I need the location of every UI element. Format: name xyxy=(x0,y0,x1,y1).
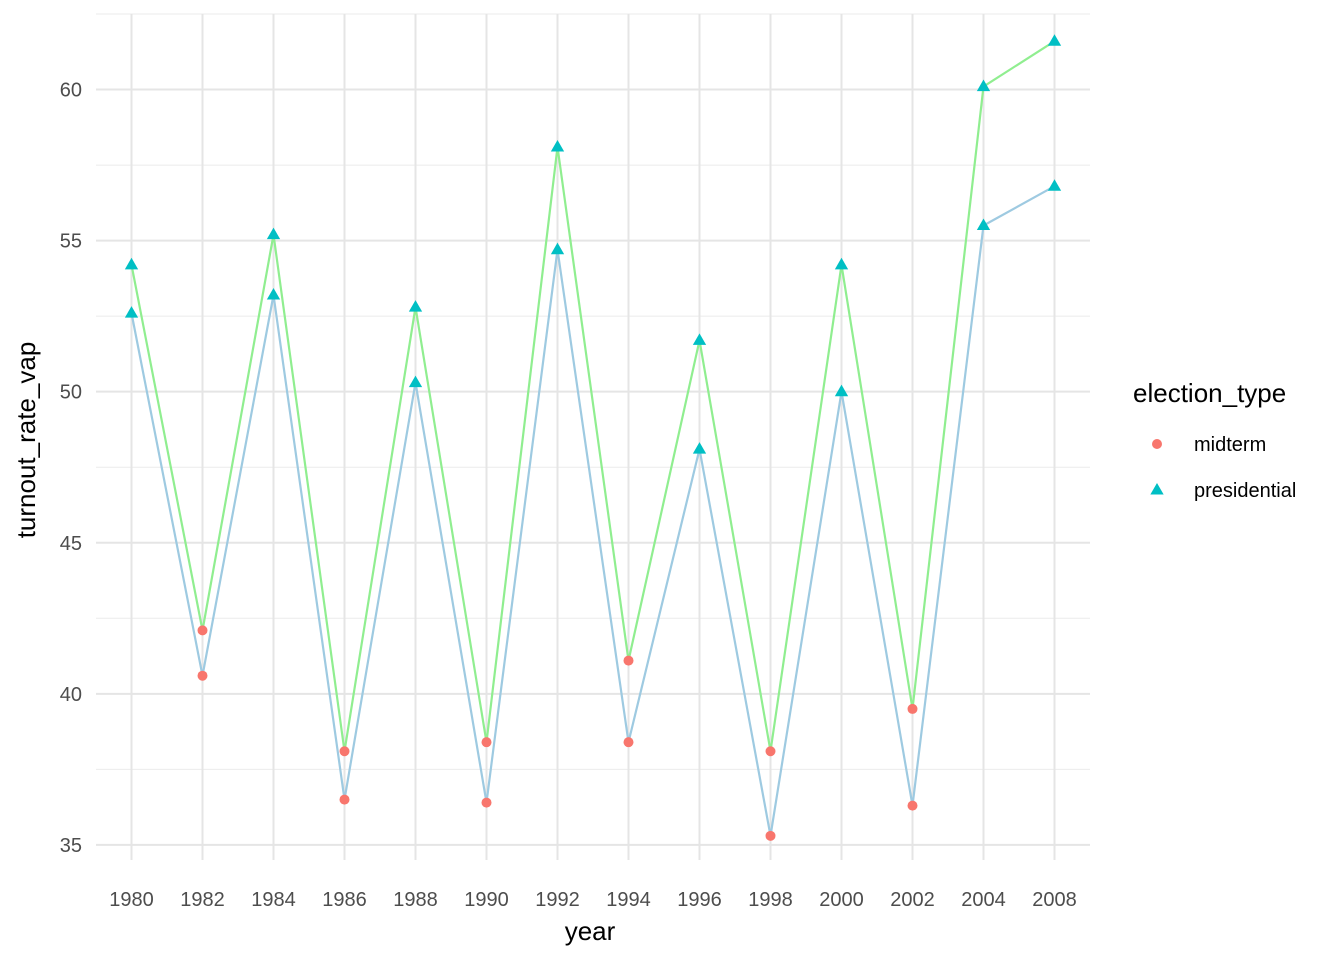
y-tick-label: 45 xyxy=(60,533,82,555)
presidential-point xyxy=(550,139,565,152)
y-tick-label: 60 xyxy=(60,80,82,102)
y-axis-title: turnout_rate_vap xyxy=(11,342,41,539)
grid-layer xyxy=(96,13,1090,860)
x-tick-label: 2002 xyxy=(890,889,935,911)
x-tick-label: 1984 xyxy=(251,889,296,911)
x-tick-label: 1986 xyxy=(322,889,367,911)
x-tick-label: 1992 xyxy=(535,889,580,911)
presidential-point xyxy=(550,242,565,255)
midterm-point xyxy=(339,794,350,805)
x-tick-label: 2000 xyxy=(819,889,864,911)
presidential-point xyxy=(692,333,707,345)
x-tick-label: 1994 xyxy=(606,889,651,911)
series-line-2 xyxy=(130,185,1056,837)
x-tick-label: 2004 xyxy=(961,889,1006,911)
presidential-point xyxy=(266,227,281,240)
x-tick-label: 1980 xyxy=(109,889,154,911)
x-axis-title: year xyxy=(565,916,616,946)
presidential-point xyxy=(266,287,281,300)
presidential-point xyxy=(1047,34,1062,46)
x-tick-label: 1988 xyxy=(393,889,438,911)
midterm-point xyxy=(481,737,492,748)
x-tick-label: 1998 xyxy=(748,889,793,911)
presidential-point xyxy=(408,300,423,312)
legend-key-midterm xyxy=(1152,439,1162,449)
presidential-point xyxy=(976,79,991,92)
legend-title: election_type xyxy=(1133,378,1286,408)
midterm-point xyxy=(765,746,776,757)
legend-key-presidential xyxy=(1150,483,1164,495)
y-tick-label: 35 xyxy=(60,835,82,857)
midterm-point xyxy=(339,746,350,757)
midterm-point xyxy=(197,670,208,681)
presidential-point xyxy=(692,442,707,454)
presidential-point xyxy=(834,257,849,270)
midterm-point xyxy=(907,703,918,714)
midterm-point xyxy=(765,830,776,841)
series-points xyxy=(124,34,1062,841)
presidential-point xyxy=(124,306,139,318)
y-tick-label: 40 xyxy=(60,684,82,706)
presidential-point xyxy=(976,218,991,231)
legend-label-presidential: presidential xyxy=(1194,480,1296,502)
midterm-point xyxy=(623,737,634,748)
midterm-point xyxy=(481,797,492,808)
tick-labels: 35 40 45 50 55 60 1980 1982 1984 1986 1988 1990 1992… xyxy=(60,80,1077,911)
midterm-point xyxy=(197,625,208,636)
y-tick-label: 50 xyxy=(60,382,82,404)
presidential-point xyxy=(834,384,849,397)
x-tick-label: 2008 xyxy=(1032,889,1077,911)
midterm-point xyxy=(907,800,918,811)
presidential-point xyxy=(408,375,423,388)
y-tick-label: 55 xyxy=(60,231,82,253)
series-line-1 xyxy=(130,40,1056,753)
legend: election_type midterm presidential xyxy=(1133,378,1296,502)
x-tick-label: 1996 xyxy=(677,889,722,911)
x-tick-label: 1982 xyxy=(180,889,225,911)
series-lines xyxy=(130,40,1056,837)
legend-entries: midterm presidential xyxy=(1150,434,1296,502)
presidential-point xyxy=(1047,179,1062,191)
legend-label-midterm: midterm xyxy=(1194,434,1266,456)
midterm-point xyxy=(623,655,634,666)
presidential-point xyxy=(124,257,139,270)
x-tick-label: 1990 xyxy=(464,889,509,911)
